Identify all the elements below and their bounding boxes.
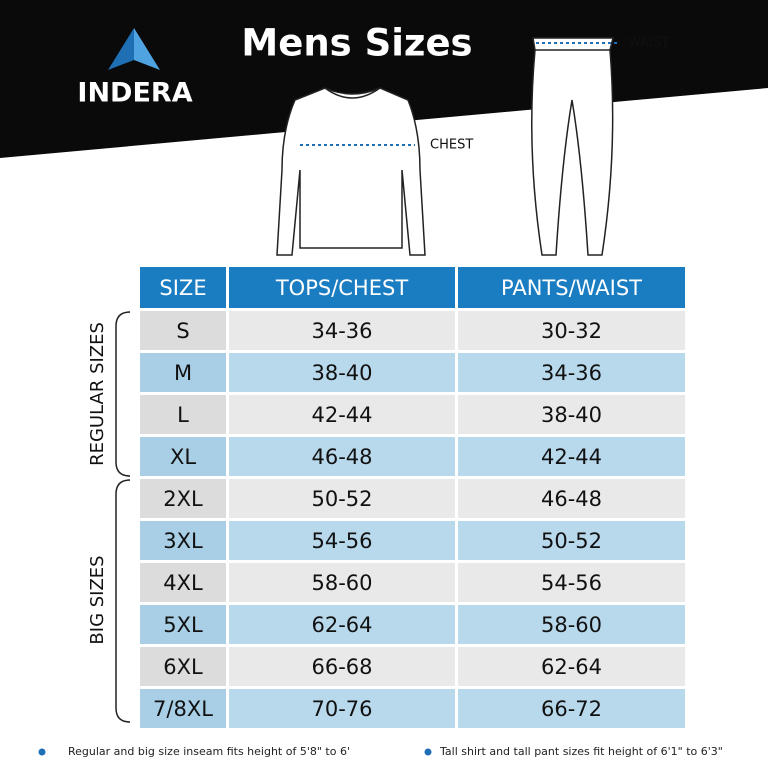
- cell-text: 54-56: [541, 571, 602, 595]
- header-text: SIZE: [159, 276, 206, 300]
- cell-text: 66-72: [541, 697, 602, 721]
- cell-text: S: [176, 319, 189, 343]
- cell: [140, 311, 226, 350]
- cell-text: 38-40: [311, 361, 372, 385]
- header-text: TOPS/CHEST: [275, 276, 408, 300]
- cell: [458, 521, 685, 560]
- logo-left: [108, 28, 134, 70]
- bullet: [38, 748, 46, 756]
- cell-text: 50-52: [311, 487, 372, 511]
- cell-text: L: [177, 403, 189, 427]
- shirt: [276, 87, 426, 256]
- cell: [458, 479, 685, 518]
- logo-right: [134, 28, 160, 70]
- cell-text: 2XL: [163, 487, 203, 511]
- cell-text: 66-68: [311, 655, 372, 679]
- cell: [229, 563, 455, 602]
- cell-text: 58-60: [541, 613, 602, 637]
- cell: [140, 395, 226, 434]
- waist-label: WAIST: [628, 36, 669, 51]
- title: Mens Sizes: [241, 22, 472, 65]
- header-cell: [140, 267, 226, 308]
- cell: [140, 479, 226, 518]
- cell-text: 6XL: [163, 655, 203, 679]
- cell: [458, 647, 685, 686]
- cell: [229, 479, 455, 518]
- cell-text: 7/8XL: [153, 697, 213, 721]
- cell-text: 50-52: [541, 529, 602, 553]
- cell: [229, 689, 455, 728]
- bracket-regular: [115, 311, 131, 477]
- cell-text: 62-64: [541, 655, 602, 679]
- cell: [458, 311, 685, 350]
- cell: [229, 647, 455, 686]
- cell: [458, 689, 685, 728]
- cell: [458, 605, 685, 644]
- cell-text: 70-76: [311, 697, 372, 721]
- cell-text: XL: [170, 445, 196, 469]
- header-cell: [458, 267, 685, 308]
- pants: [531, 37, 614, 256]
- cell: [140, 605, 226, 644]
- cell-text: 46-48: [311, 445, 372, 469]
- cell: [140, 563, 226, 602]
- cell: [229, 395, 455, 434]
- header-cell: [229, 267, 455, 308]
- cell: [229, 353, 455, 392]
- cell-text: 42-44: [541, 445, 602, 469]
- cell: [229, 311, 455, 350]
- cell-text: 62-64: [311, 613, 372, 637]
- cell-text: 54-56: [311, 529, 372, 553]
- bullet: [424, 748, 432, 756]
- brand: INDERA: [77, 78, 192, 109]
- cell: [458, 437, 685, 476]
- note: Regular and big size inseam fits height …: [68, 745, 350, 758]
- group-label: REGULAR SIZES: [87, 322, 108, 466]
- header-text: PANTS/WAIST: [501, 276, 642, 300]
- note: Tall shirt and tall pant sizes fit heigh…: [439, 745, 723, 758]
- cell: [140, 353, 226, 392]
- cell-text: 38-40: [541, 403, 602, 427]
- cell: [229, 605, 455, 644]
- cell-text: 42-44: [311, 403, 372, 427]
- cell: [458, 395, 685, 434]
- cell-text: 34-36: [541, 361, 602, 385]
- cell-text: M: [174, 361, 192, 385]
- cell: [458, 563, 685, 602]
- table: SIZE TOPS/CHEST PANTS/WAIST S 34-36 30-32 M 38-…: [140, 267, 685, 728]
- cell-text: 4XL: [163, 571, 203, 595]
- cell: [140, 689, 226, 728]
- cell-text: 34-36: [311, 319, 372, 343]
- chest-label: CHEST: [430, 138, 473, 153]
- cell: [229, 437, 455, 476]
- cell-text: 30-32: [541, 319, 602, 343]
- cell-text: 5XL: [163, 613, 203, 637]
- cell: [140, 647, 226, 686]
- cell: [458, 353, 685, 392]
- cell-text: 58-60: [311, 571, 372, 595]
- cell: [140, 521, 226, 560]
- cell: [229, 521, 455, 560]
- bracket-big: [115, 479, 131, 723]
- cell-text: 46-48: [541, 487, 602, 511]
- cell-text: 3XL: [163, 529, 203, 553]
- cell: [140, 437, 226, 476]
- group-label: BIG SIZES: [87, 555, 108, 644]
